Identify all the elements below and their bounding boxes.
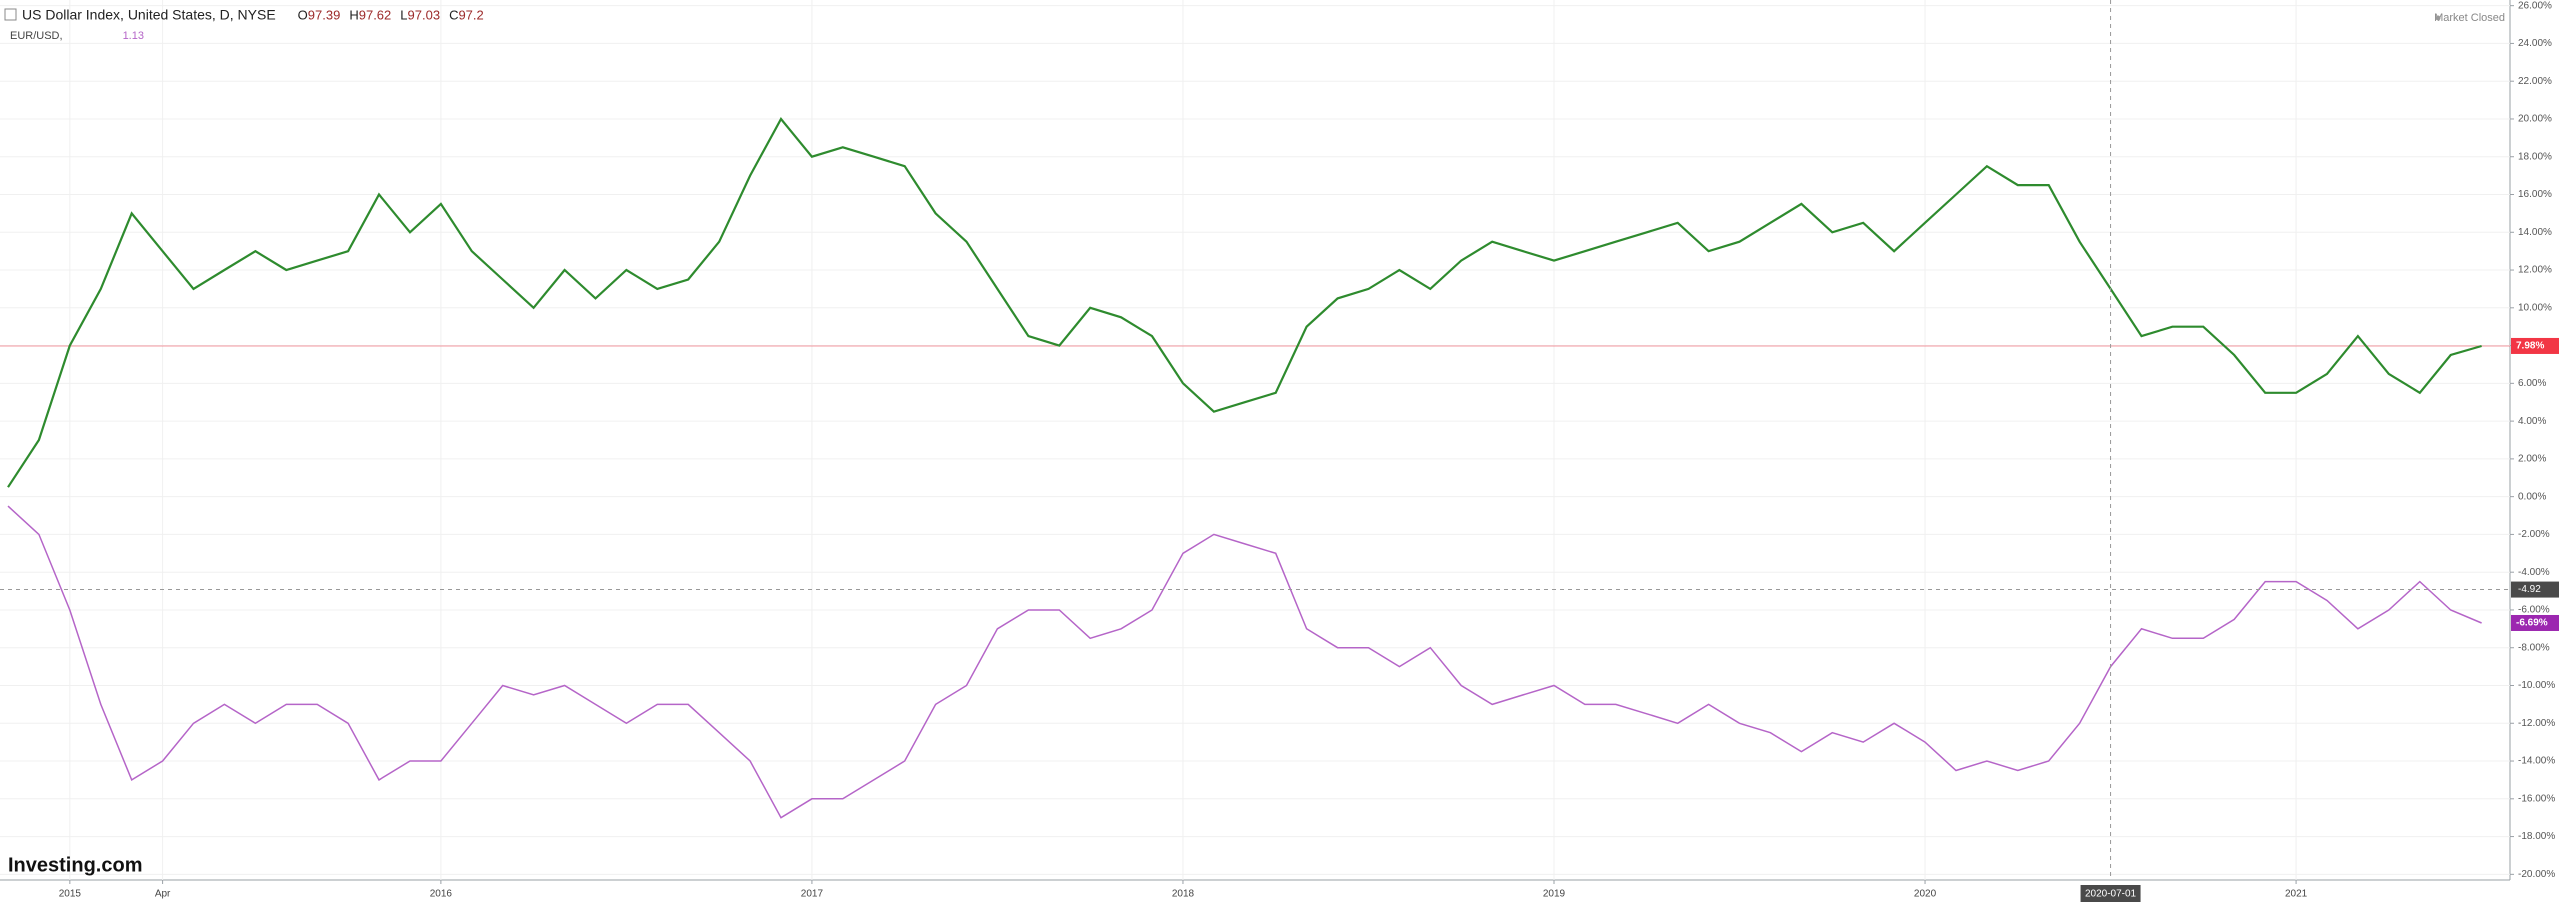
y-tick-label: -18.00%: [2518, 831, 2555, 842]
x-tick-label: 2019: [1543, 889, 1566, 900]
y-tick-label: 20.00%: [2518, 114, 2552, 125]
crosshair-y-label-bg: [2511, 581, 2559, 598]
y-tick-label: 12.00%: [2518, 265, 2552, 276]
x-tick-label: 2018: [1172, 889, 1195, 900]
y-tick-label: -10.00%: [2518, 680, 2555, 691]
x-tick-label: 2016: [430, 889, 453, 900]
last-value-label-bg: [2511, 337, 2559, 354]
x-tick-label: 2017: [801, 889, 824, 900]
watermark: Investing.com: [8, 854, 142, 876]
y-tick-label: -6.00%: [2518, 605, 2550, 616]
ohlc-value: 97.03: [408, 7, 441, 22]
x-tick-label: 2015: [59, 889, 82, 900]
x-tick-label: 2020-07-01: [2085, 889, 2137, 900]
y-tick-label: 24.00%: [2518, 38, 2552, 49]
legend: US Dollar Index, United States, D, NYSE …: [4, 7, 2505, 876]
y-tick-label: -14.00%: [2518, 756, 2555, 767]
y-tick-label: -12.00%: [2518, 718, 2555, 729]
ohlc-value: 97.39: [308, 7, 341, 22]
ohlc-label: C: [449, 7, 458, 22]
status-dot: [2435, 15, 2441, 21]
series-line: [7, 505, 2482, 819]
legend-entry: EUR/USD,: [10, 30, 63, 42]
x-tick-label: 2020: [1914, 889, 1937, 900]
y-tick-label: 6.00%: [2518, 378, 2546, 389]
last-value-label-bg: [2511, 614, 2559, 631]
last-value-label: 7.98%: [2516, 341, 2544, 352]
y-tick-label: -16.00%: [2518, 793, 2555, 804]
y-tick-label: 16.00%: [2518, 189, 2552, 200]
crosshair-y-label: -4.92: [2518, 584, 2541, 595]
y-tick-label: 4.00%: [2518, 416, 2546, 427]
y-tick-label: 10.00%: [2518, 302, 2552, 313]
ohlc-label: H: [349, 7, 358, 22]
ohlc-value: 97.2: [458, 7, 483, 22]
y-tick-label: -20.00%: [2518, 869, 2555, 880]
plot: [0, 117, 2510, 819]
market-status: Market Closed: [2434, 12, 2505, 24]
x-tick-label: 2021: [2285, 889, 2308, 900]
collapse-icon[interactable]: [4, 8, 17, 21]
crosshair-x-label-bg: [2080, 885, 2141, 902]
x-tick-label: Apr: [155, 889, 171, 900]
y-tick-label: 26.00%: [2518, 0, 2552, 11]
y-tick-label: -4.00%: [2518, 567, 2550, 578]
y-tick-label: 2.00%: [2518, 454, 2546, 465]
y-tick-label: -8.00%: [2518, 642, 2550, 653]
legend-value: 1.13: [123, 30, 144, 42]
y-tick-label: 18.00%: [2518, 151, 2552, 162]
y-tick-label: 0.00%: [2518, 491, 2546, 502]
series-title: US Dollar Index, United States, D, NYSE: [22, 7, 276, 23]
y-tick-label: 14.00%: [2518, 227, 2552, 238]
y-tick-label: 22.00%: [2518, 76, 2552, 87]
ohlc-label: O: [298, 7, 308, 22]
ohlc-value: 97.62: [359, 7, 392, 22]
last-value-label: -6.69%: [2516, 618, 2548, 629]
y-tick-label: -2.00%: [2518, 529, 2550, 540]
series-line: [7, 117, 2482, 488]
ohlc-label: L: [400, 7, 407, 22]
